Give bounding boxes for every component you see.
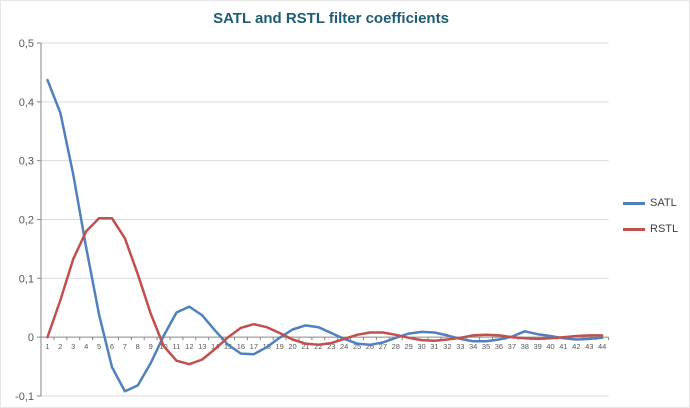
x-tick-label: 16 [237, 342, 245, 351]
x-tick-label: 44 [598, 342, 606, 351]
x-tick-label: 9 [149, 342, 153, 351]
plot-area: 0,50,40,30,20,10-0,11 2 3 4 5 6 7 8 9 10 11 12 13 14 1… [15, 38, 610, 403]
x-tick-label: 33 [456, 342, 464, 351]
x-tick-label: 25 [353, 342, 361, 351]
y-tick-label: 0 [28, 332, 34, 344]
x-tick-label: 27 [379, 342, 387, 351]
x-tick-label: 12 [185, 342, 193, 351]
x-tick-label: 41 [559, 342, 567, 351]
x-tick-label: 5 [97, 342, 101, 351]
legend: SATL RSTL [623, 197, 685, 249]
legend-item-satl[interactable]: SATL [623, 197, 685, 209]
x-tick-label: 6 [110, 342, 114, 351]
x-tick-label: 24 [340, 342, 348, 351]
x-tick-label: 34 [469, 342, 477, 351]
x-tick-label: 19 [275, 342, 283, 351]
y-tick-label: 0,5 [19, 38, 34, 50]
legend-item-rstl[interactable]: RSTL [623, 223, 685, 235]
x-tick-label: 32 [443, 342, 451, 351]
y-tick-label: 0,1 [19, 273, 34, 285]
x-tick-label: 29 [404, 342, 412, 351]
x-tick-label: 36 [495, 342, 503, 351]
x-tick-label: 8 [136, 342, 140, 351]
x-tick-label: 7 [123, 342, 127, 351]
x-tick-label: 11 [173, 342, 181, 351]
x-tick-label: 2 [58, 342, 62, 351]
x-tick-label: 4 [84, 342, 88, 351]
x-tick-label: 20 [288, 342, 296, 351]
x-tick-label: 23 [327, 342, 335, 351]
x-tick-label: 14 [211, 342, 219, 351]
y-tick-label: 0,3 [19, 156, 34, 168]
x-tick-label: 17 [250, 342, 258, 351]
x-tick-label: 3 [71, 342, 75, 351]
x-tick-label: 26 [366, 342, 374, 351]
x-tick-label: 31 [430, 342, 438, 351]
x-tick-label: 39 [533, 342, 541, 351]
y-tick-label: 0,4 [19, 97, 34, 109]
satl-line-swatch [623, 201, 645, 205]
x-tick-label: 42 [572, 342, 580, 351]
x-tick-label: 43 [585, 342, 593, 351]
series-line-rstl [46, 217, 604, 366]
x-tick-label: 30 [417, 342, 425, 351]
x-tick-label: 35 [482, 342, 490, 351]
x-tick-label: 28 [392, 342, 400, 351]
x-tick-label: 21 [301, 342, 309, 351]
legend-label-satl: SATL [650, 197, 677, 209]
y-tick-label: 0,2 [19, 215, 34, 227]
x-tick-label: 22 [314, 342, 322, 351]
x-tick-label: 15 [224, 342, 232, 351]
x-tick-label: 40 [546, 342, 554, 351]
rstl-line-swatch [623, 227, 645, 231]
x-tick-label: 38 [521, 342, 529, 351]
x-tick-label: 37 [508, 342, 516, 351]
chart-title: SATL and RSTL filter coefficients [213, 10, 449, 27]
x-tick-label: 1 [45, 342, 49, 351]
x-tick-label: 13 [198, 342, 206, 351]
legend-label-rstl: RSTL [650, 223, 679, 235]
y-tick-label: -0,1 [15, 391, 34, 403]
